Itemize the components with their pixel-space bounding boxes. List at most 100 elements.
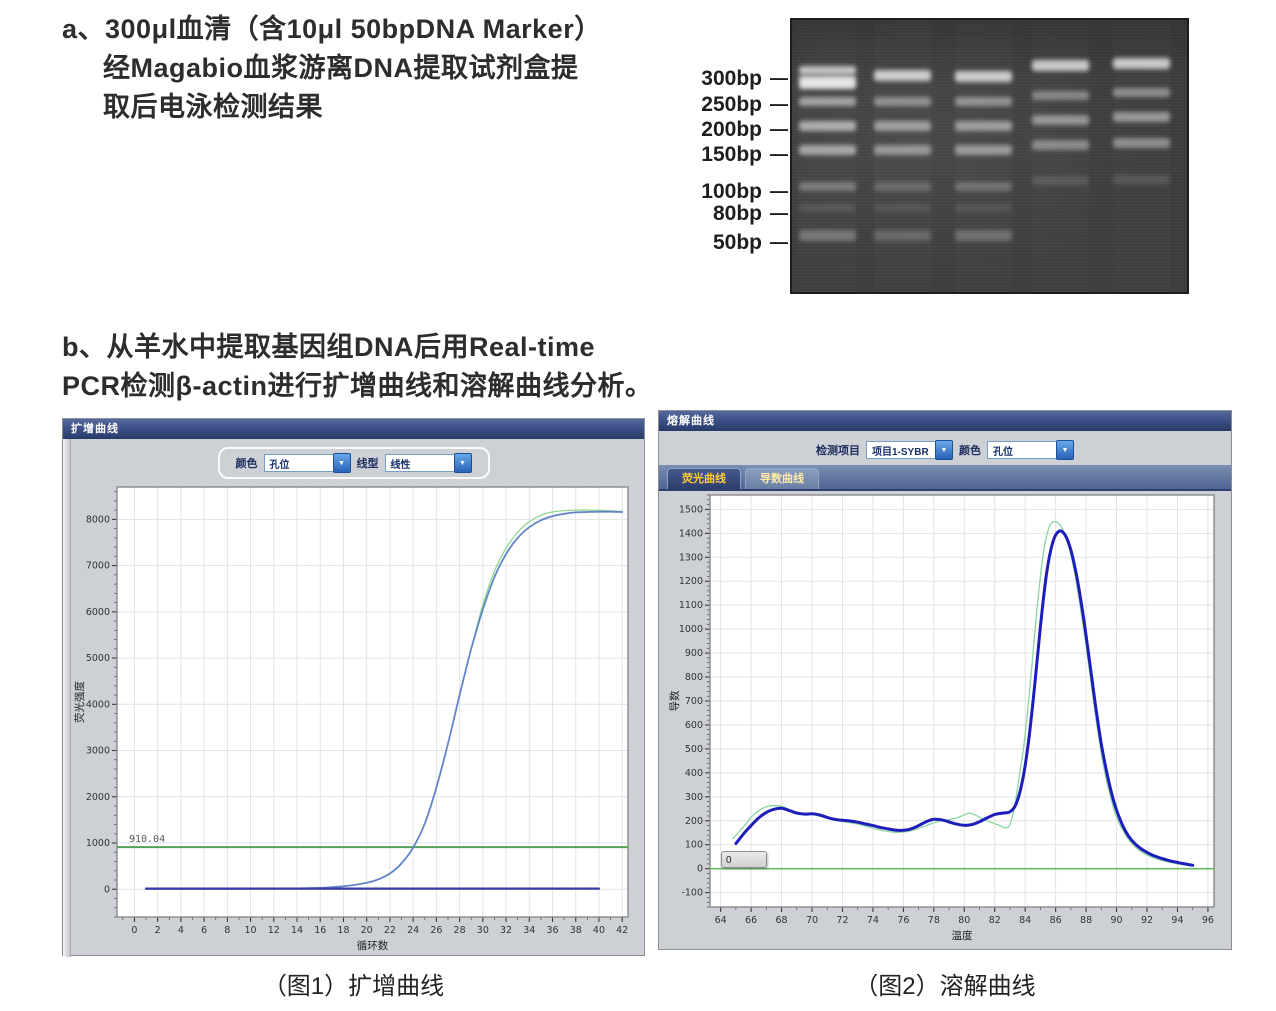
linetype-select-value[interactable]: 线性	[384, 454, 454, 472]
project-select-value[interactable]: 项目1-SYBR	[866, 441, 935, 459]
gel-band	[1112, 88, 1170, 97]
amplification-toolbar: 颜色 孔位 ▼ 线型 线性 ▼	[217, 447, 490, 479]
x-tick-label: 20	[361, 925, 373, 936]
x-tick-label: 90	[1111, 915, 1123, 926]
gel-marker-row: 100bp —	[676, 180, 788, 204]
tab-fluorescence-curve[interactable]: 荧光曲线	[667, 468, 741, 489]
gel-band	[874, 145, 932, 156]
color-label: 颜色	[959, 445, 981, 457]
y-tick-label: 1100	[679, 600, 703, 611]
section-b-line1: b、从羊水中提取基因组DNA后用Real-time	[62, 332, 596, 362]
gel-band	[955, 203, 1013, 212]
gel-marker-row: 300bp —	[676, 67, 788, 91]
project-select[interactable]: 项目1-SYBR ▼	[866, 440, 953, 460]
x-tick-label: 42	[616, 925, 628, 936]
gel-band	[955, 229, 1013, 241]
x-tick-label: 32	[500, 925, 512, 936]
x-tick-label: 40	[593, 925, 605, 936]
x-tick-label: 38	[570, 925, 582, 936]
x-axis-title: 温度	[952, 929, 973, 942]
amplification-chart: 0 2 4 6 8 10 12 14 16 18 20 22 24 26 28 30 32 34 36 38 40 420…	[73, 486, 629, 952]
gel-marker-label: 80bp	[712, 201, 762, 225]
gel-band	[799, 96, 857, 106]
gel-lane	[955, 20, 1013, 292]
gel-band	[1112, 138, 1170, 149]
y-tick-label: 1000	[86, 838, 110, 849]
y-tick-label: 1300	[679, 552, 703, 563]
threshold-input[interactable]: 0	[721, 851, 767, 868]
gel-band	[1032, 176, 1090, 186]
linetype-label: 线型	[356, 458, 379, 470]
y-tick-label: 100	[685, 840, 703, 851]
gel-band	[1032, 139, 1090, 150]
y-tick-label: -100	[681, 888, 703, 899]
x-tick-label: 36	[546, 925, 558, 936]
y-tick-label: 1200	[679, 576, 703, 587]
x-tick-label: 76	[897, 915, 909, 926]
project-label: 检测项目	[816, 445, 860, 457]
chevron-down-icon[interactable]: ▼	[332, 453, 351, 473]
y-tick-label: 600	[685, 720, 703, 731]
x-tick-label: 8	[224, 925, 230, 936]
left-panel-splitter[interactable]	[63, 439, 71, 957]
gel-band	[1032, 115, 1090, 126]
gel-marker-row: 50bp —	[676, 231, 788, 255]
x-tick-label: 74	[867, 915, 879, 926]
x-tick-label: 24	[407, 925, 419, 936]
y-tick-label: 800	[685, 672, 703, 683]
gel-band	[799, 75, 857, 89]
gel-marker-tick: —	[770, 181, 788, 202]
gel-band	[799, 66, 857, 76]
x-tick-label: 4	[178, 925, 184, 936]
x-tick-label: 6	[201, 925, 207, 936]
linetype-select[interactable]: 线性 ▼	[384, 453, 472, 473]
y-tick-label: 400	[685, 768, 703, 779]
x-axis-title: 循环数	[357, 939, 389, 952]
y-tick-label: 0	[697, 864, 703, 875]
chevron-down-icon[interactable]: ▼	[935, 440, 953, 460]
gel-lane	[1032, 20, 1090, 292]
y-tick-label: 0	[104, 884, 110, 895]
y-tick-label: 500	[685, 744, 703, 755]
y-tick-label: 1000	[679, 624, 703, 635]
y-tick-label: 7000	[86, 561, 110, 572]
x-tick-label: 80	[958, 915, 970, 926]
amplification-window: 扩增曲线 颜色 孔位 ▼ 线型 线性 ▼ 0 2 4 6 8 10 12 14 16 18 20 22…	[62, 418, 645, 957]
color-select[interactable]: 孔位 ▼	[987, 440, 1074, 460]
gel-marker-label: 200bp	[701, 117, 762, 141]
gel-band	[955, 96, 1013, 106]
y-tick-label: 900	[685, 648, 703, 659]
x-tick-label: 82	[989, 915, 1001, 926]
x-tick-label: 22	[384, 925, 396, 936]
gel-band	[955, 182, 1013, 192]
x-tick-label: 72	[836, 915, 848, 926]
x-tick-label: 64	[715, 915, 727, 926]
x-tick-label: 84	[1019, 915, 1031, 926]
color-select-value[interactable]: 孔位	[263, 454, 333, 472]
x-tick-label: 86	[1050, 915, 1062, 926]
section-a-line3: 取后电泳检测结果	[103, 92, 323, 122]
gel-marker-tick: —	[770, 232, 788, 253]
gel-marker-row: 200bp —	[676, 118, 788, 142]
chevron-down-icon[interactable]: ▼	[1056, 440, 1074, 460]
tab-derivative-curve[interactable]: 导数曲线	[745, 468, 819, 489]
color-select-value[interactable]: 孔位	[987, 441, 1056, 459]
gel-band	[1112, 112, 1170, 123]
y-tick-label: 3000	[86, 746, 110, 757]
gel-band	[799, 145, 857, 156]
gel-marker-label: 250bp	[701, 92, 762, 116]
x-tick-label: 92	[1141, 915, 1153, 926]
gel-marker-row: 80bp —	[676, 202, 788, 226]
y-tick-label: 200	[685, 816, 703, 827]
gel-band	[955, 71, 1013, 83]
gel-lane	[874, 20, 932, 292]
gel-band	[1112, 58, 1170, 70]
melting-window-titlebar: 熔解曲线	[659, 411, 1231, 431]
y-tick-label: 1500	[679, 504, 703, 515]
x-tick-label: 88	[1080, 915, 1092, 926]
color-select[interactable]: 孔位 ▼	[263, 453, 351, 473]
gel-marker-label: 150bp	[701, 142, 762, 166]
chevron-down-icon[interactable]: ▼	[453, 453, 472, 473]
x-tick-label: 14	[291, 925, 303, 936]
